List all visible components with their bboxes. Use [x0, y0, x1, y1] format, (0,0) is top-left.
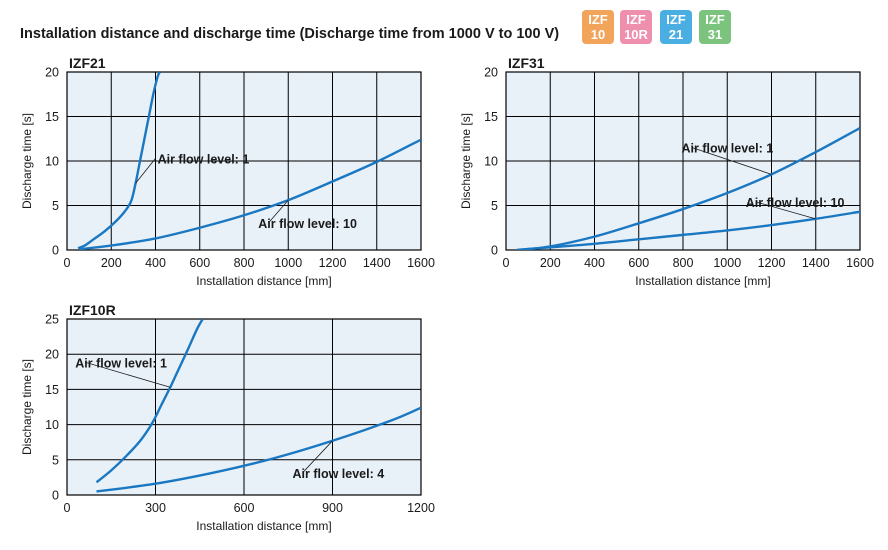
y-axis-label: Discharge time [s] [20, 359, 34, 455]
badge-izf31: IZF 31 [699, 10, 731, 44]
x-tick-label: 800 [234, 256, 255, 270]
series-line-2 [80, 138, 421, 250]
page-title: Installation distance and discharge time… [20, 26, 560, 42]
y-tick-label: 20 [45, 66, 59, 80]
chart-title: IZF21 [69, 55, 106, 71]
series-line-2 [516, 210, 860, 250]
series-line-1 [95, 319, 204, 484]
y-tick-label: 5 [52, 453, 59, 467]
x-tick-label: 800 [673, 256, 694, 270]
badge-line2: 10 [590, 27, 606, 42]
badge-line2: 10R [624, 27, 648, 42]
y-tick-label: 20 [484, 66, 498, 80]
chart-izf31: 0 200 400 600 800 1000 1200 1400 1600 0 5 10 15 20 Ins… [459, 55, 874, 288]
x-tick-label: 200 [101, 256, 122, 270]
x-tick-label: 0 [64, 256, 71, 270]
x-tick-label: 0 [64, 501, 71, 515]
x-tick-label: 1200 [758, 256, 786, 270]
x-tick-label: 1600 [846, 256, 874, 270]
x-tick-label: 1200 [319, 256, 347, 270]
badge-line1: IZF [588, 12, 608, 27]
x-tick-label: 600 [628, 256, 649, 270]
x-tick-label: 200 [540, 256, 561, 270]
annotation-leader [691, 146, 772, 175]
series-annotation: Air flow level: 1 [75, 356, 167, 370]
x-tick-label: 900 [322, 501, 343, 515]
badge-line1: IZF [626, 12, 646, 27]
y-tick-label: 20 [45, 348, 59, 362]
badge-izf21: IZF 21 [660, 10, 692, 44]
y-tick-label: 0 [52, 244, 59, 258]
y-tick-label: 15 [45, 110, 59, 124]
series-annotation: Air flow level: 10 [258, 217, 357, 231]
x-tick-label: 1600 [407, 256, 435, 270]
annotation-leader [755, 201, 816, 220]
chart-title: IZF31 [508, 55, 545, 71]
x-tick-label: 1000 [713, 256, 741, 270]
annotation-leader [267, 199, 289, 224]
y-tick-label: 10 [45, 418, 59, 432]
plot-frame [66, 318, 422, 496]
x-tick-label: 600 [234, 501, 255, 515]
series-line-1 [516, 127, 860, 250]
plot-frame [66, 71, 422, 251]
annotation-leader [85, 361, 171, 388]
y-tick-label: 25 [45, 313, 59, 327]
badge-izf10: IZF 10 [582, 10, 614, 44]
x-tick-label: 400 [145, 256, 166, 270]
x-tick-label: 400 [584, 256, 605, 270]
y-tick-label: 15 [484, 110, 498, 124]
chart-izf10r: 0 300 600 900 1200 0 5 10 15 20 25 Installation dis… [20, 302, 435, 533]
badge-line2: 31 [707, 27, 723, 42]
y-tick-label: 5 [491, 199, 498, 213]
series-annotation: Air flow level: 4 [293, 467, 385, 481]
y-axis-label: Discharge time [s] [459, 113, 473, 209]
y-tick-label: 10 [484, 155, 498, 169]
x-tick-label: 1200 [407, 501, 435, 515]
annotation-leader [135, 158, 156, 184]
series-line-1 [77, 72, 161, 250]
y-tick-label: 10 [45, 155, 59, 169]
x-tick-label: 1400 [802, 256, 830, 270]
chart-izf21: 0 200 400 600 800 1000 1200 1400 1600 0 5 10 15 20 Ins… [20, 55, 435, 288]
series-annotation: Air flow level: 1 [158, 152, 250, 166]
y-tick-label: 0 [52, 489, 59, 503]
plot-frame [505, 71, 861, 251]
y-axis-label: Discharge time [s] [20, 113, 34, 209]
x-axis-label: Installation distance [mm] [196, 519, 331, 533]
x-tick-label: 300 [145, 501, 166, 515]
x-tick-label: 600 [189, 256, 210, 270]
annotation-leader [302, 440, 333, 474]
badge-izf10r: IZF 10R [620, 10, 652, 44]
y-tick-label: 0 [491, 244, 498, 258]
badge-line1: IZF [705, 12, 725, 27]
x-tick-label: 1000 [274, 256, 302, 270]
chart-title: IZF10R [69, 302, 116, 318]
x-tick-label: 1400 [363, 256, 391, 270]
badge-line2: 21 [668, 27, 684, 42]
y-tick-label: 15 [45, 383, 59, 397]
x-tick-label: 0 [503, 256, 510, 270]
x-axis-label: Installation distance [mm] [635, 274, 770, 288]
y-tick-label: 5 [52, 199, 59, 213]
x-axis-label: Installation distance [mm] [196, 274, 331, 288]
badge-line1: IZF [666, 12, 686, 27]
series-line-2 [96, 406, 421, 493]
